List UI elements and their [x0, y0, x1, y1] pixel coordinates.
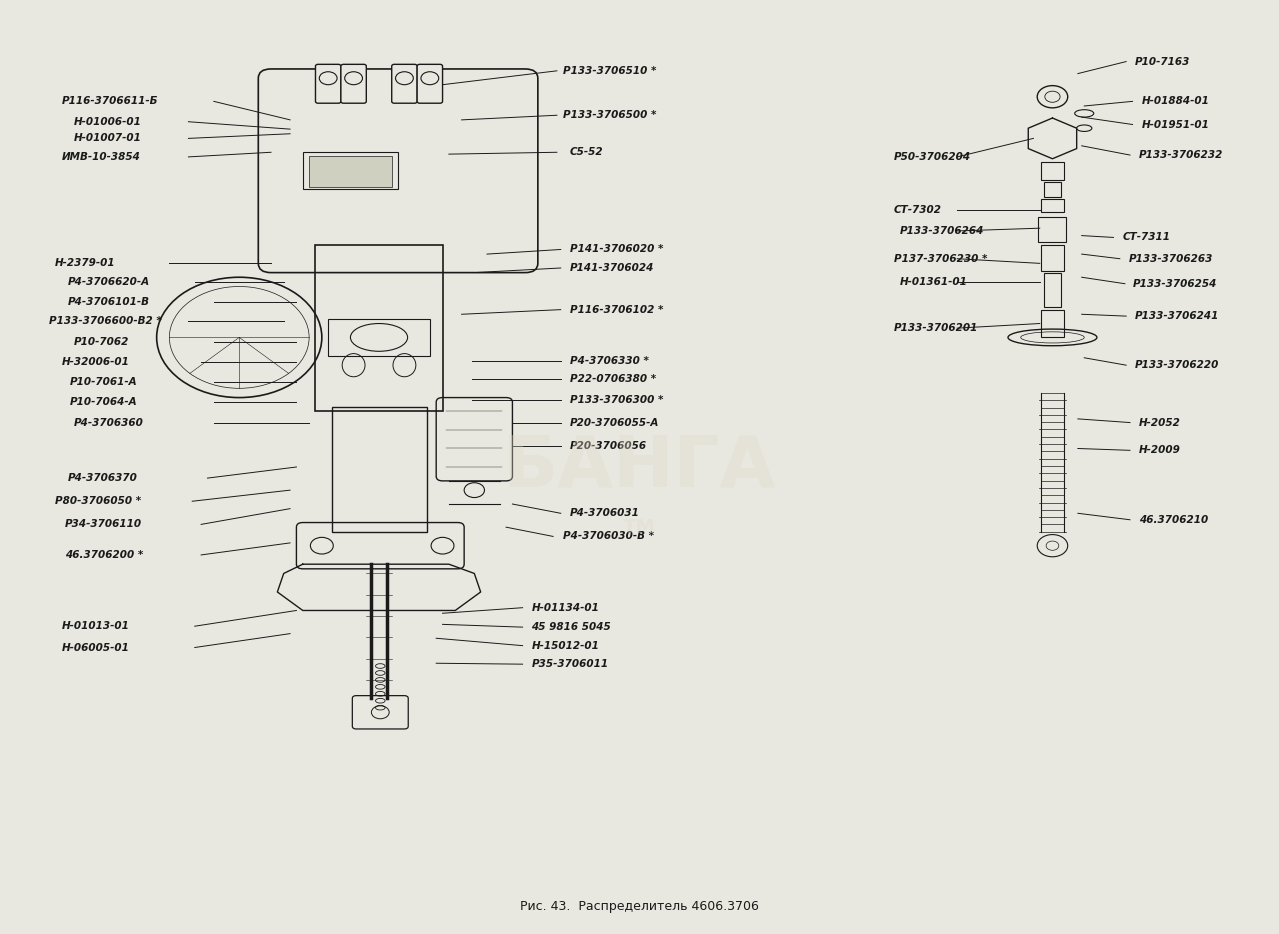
- Text: Р34-3706110: Р34-3706110: [65, 519, 142, 530]
- Text: Р10-7163: Р10-7163: [1134, 57, 1191, 66]
- Text: Рис. 43.  Распределитель 4606.3706: Рис. 43. Распределитель 4606.3706: [521, 900, 758, 913]
- Text: Р141-3706024: Р141-3706024: [569, 263, 654, 273]
- Text: Р133-3706510 *: Р133-3706510 *: [563, 65, 656, 76]
- Bar: [1041, 310, 1064, 337]
- Text: Р4-3706360: Р4-3706360: [74, 417, 145, 428]
- Text: P116-3706611-Б: P116-3706611-Б: [61, 96, 157, 106]
- Bar: [1041, 199, 1064, 212]
- Text: БАНГА: БАНГА: [503, 432, 776, 502]
- Text: Р4-3706030-В *: Р4-3706030-В *: [563, 531, 655, 542]
- Text: Р133-3706232: Р133-3706232: [1138, 150, 1223, 160]
- Text: Р133-3706300 *: Р133-3706300 *: [569, 395, 663, 405]
- Text: Р20-3706056: Р20-3706056: [569, 441, 647, 451]
- Text: Н-01006-01: Н-01006-01: [74, 117, 142, 127]
- Text: Н-32006-01: Н-32006-01: [61, 358, 129, 367]
- FancyBboxPatch shape: [391, 64, 417, 104]
- Bar: [329, 318, 430, 356]
- Text: Н-01134-01: Н-01134-01: [532, 602, 600, 613]
- Text: Н-01951-01: Н-01951-01: [1141, 120, 1209, 130]
- Text: 46.3706200 *: 46.3706200 *: [65, 550, 143, 560]
- FancyBboxPatch shape: [316, 64, 341, 104]
- Text: Н-15012-01: Н-15012-01: [532, 641, 600, 651]
- Text: Р10-7064-А: Р10-7064-А: [70, 397, 138, 407]
- Text: Р141-3706020 *: Р141-3706020 *: [569, 245, 663, 254]
- Text: Р4-3706620-А: Р4-3706620-А: [68, 276, 150, 287]
- Text: Н-01007-01: Н-01007-01: [74, 134, 142, 144]
- Bar: [333, 407, 427, 531]
- Text: С5-52: С5-52: [569, 148, 604, 157]
- Text: Н-01013-01: Н-01013-01: [61, 621, 129, 631]
- Text: Р133-3706500 *: Р133-3706500 *: [563, 110, 656, 120]
- Text: 45 9816 5045: 45 9816 5045: [532, 622, 611, 632]
- Text: Н-2052: Н-2052: [1138, 417, 1181, 428]
- Bar: [1039, 217, 1067, 242]
- Text: Р10-7062: Р10-7062: [74, 337, 129, 347]
- Text: Р50-3706204: Р50-3706204: [894, 152, 971, 162]
- Text: Р133-3706201: Р133-3706201: [894, 323, 978, 333]
- Text: Р4-3706370: Р4-3706370: [68, 474, 138, 483]
- Bar: [1044, 182, 1062, 197]
- Text: Р133-3706264: Р133-3706264: [900, 226, 985, 236]
- Text: Н-06005-01: Н-06005-01: [61, 643, 129, 653]
- Text: Н-2379-01: Н-2379-01: [55, 259, 115, 268]
- FancyBboxPatch shape: [417, 64, 443, 104]
- Text: Р4-3706330 *: Р4-3706330 *: [569, 356, 648, 365]
- Text: Р133-3706241: Р133-3706241: [1134, 311, 1219, 321]
- Text: ИМВ-10-3854: ИМВ-10-3854: [61, 152, 141, 162]
- Bar: [1041, 245, 1064, 271]
- Text: TM: TM: [623, 517, 656, 537]
- Text: Н-01361-01: Н-01361-01: [900, 276, 968, 287]
- Text: Н-2009: Н-2009: [1138, 446, 1181, 456]
- Text: Р133-3706263: Р133-3706263: [1128, 254, 1212, 263]
- Text: Р133-3706600-В2 *: Р133-3706600-В2 *: [49, 316, 161, 326]
- Text: Р133-3706220: Р133-3706220: [1134, 361, 1219, 370]
- Bar: [1041, 162, 1064, 180]
- Text: Р80-3706050 *: Р80-3706050 *: [55, 496, 141, 506]
- Text: Р116-3706102 *: Р116-3706102 *: [569, 304, 663, 315]
- Bar: [1044, 273, 1062, 307]
- Text: Р10-7061-А: Р10-7061-А: [70, 376, 138, 387]
- Text: СТ-7311: СТ-7311: [1123, 233, 1170, 243]
- Text: Р4-3706101-В: Р4-3706101-В: [68, 297, 150, 307]
- Text: Р35-3706011: Р35-3706011: [532, 659, 609, 669]
- Text: Р4-3706031: Р4-3706031: [569, 508, 640, 518]
- Text: Р20-3706055-А: Р20-3706055-А: [569, 417, 659, 428]
- Text: Н-01884-01: Н-01884-01: [1141, 96, 1209, 106]
- Bar: [316, 245, 443, 412]
- Text: Р133-3706254: Р133-3706254: [1132, 278, 1216, 289]
- Text: Р137-3706230 *: Р137-3706230 *: [894, 254, 987, 263]
- Bar: [303, 152, 398, 190]
- Bar: [310, 156, 391, 187]
- Text: СТ-7302: СТ-7302: [894, 205, 941, 215]
- Text: Р22-0706380 *: Р22-0706380 *: [569, 374, 656, 384]
- FancyBboxPatch shape: [341, 64, 366, 104]
- Text: 46.3706210: 46.3706210: [1138, 515, 1209, 525]
